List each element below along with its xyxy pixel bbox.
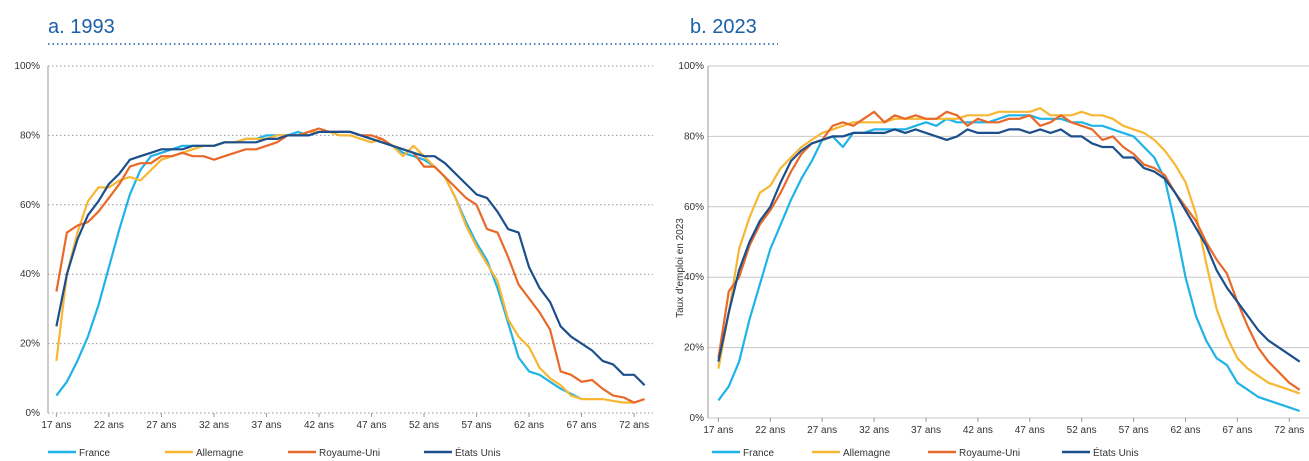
x-tick-label: 57 ans	[462, 420, 492, 431]
y-tick-label: 80%	[20, 130, 40, 141]
legend-label: France	[79, 448, 111, 459]
chart-title: b. 2023	[690, 16, 757, 38]
legend-label: États Unis	[1093, 446, 1139, 459]
y-tick-label: 100%	[14, 61, 40, 72]
x-tick-label: 52 ans	[1067, 425, 1097, 436]
x-tick-label: 27 ans	[146, 420, 176, 431]
x-tick-label: 47 ans	[1015, 425, 1045, 436]
y-tick-label: 80%	[684, 131, 704, 142]
y-tick-label: 0%	[26, 408, 41, 419]
x-tick-label: 22 ans	[94, 420, 124, 431]
x-tick-label: 22 ans	[755, 425, 785, 436]
y-tick-label: 60%	[20, 200, 40, 211]
x-tick-label: 17 ans	[703, 425, 733, 436]
legend-label: Royaume-Uni	[959, 448, 1020, 459]
series-line	[55, 127, 645, 404]
legend-label: Allemagne	[196, 448, 244, 459]
y-tick-label: 60%	[684, 202, 704, 213]
series-line	[55, 130, 635, 404]
y-tick-label: 20%	[684, 343, 704, 354]
y-tick-label: 40%	[20, 269, 40, 280]
y-tick-label: 40%	[684, 272, 704, 283]
series-line	[55, 130, 583, 401]
x-tick-label: 67 ans	[1222, 425, 1252, 436]
y-tick-label: 100%	[678, 61, 704, 72]
y-tick-label: 0%	[690, 413, 705, 424]
x-tick-label: 62 ans	[1170, 425, 1200, 436]
x-tick-label: 67 ans	[567, 420, 597, 431]
x-tick-label: 37 ans	[911, 425, 941, 436]
x-tick-label: 52 ans	[409, 420, 439, 431]
x-tick-label: 47 ans	[356, 420, 386, 431]
x-tick-label: 17 ans	[41, 420, 71, 431]
y-tick-label: 20%	[20, 339, 40, 350]
y-axis-label: Taux d'emploi en 2023	[675, 218, 686, 318]
legend-label: Royaume-Uni	[319, 448, 380, 459]
series-line	[717, 128, 1301, 363]
series-line	[717, 114, 1301, 413]
x-tick-label: 37 ans	[251, 420, 281, 431]
chart-title: a. 1993	[48, 16, 115, 38]
x-tick-label: 42 ans	[963, 425, 993, 436]
legend-label: France	[743, 448, 775, 459]
x-tick-label: 27 ans	[807, 425, 837, 436]
x-tick-label: 32 ans	[859, 425, 889, 436]
x-tick-label: 32 ans	[199, 420, 229, 431]
x-tick-label: 72 ans	[1274, 425, 1304, 436]
x-tick-label: 62 ans	[514, 420, 544, 431]
legend-label: Allemagne	[843, 448, 891, 459]
series-line	[717, 107, 1301, 395]
series-line	[55, 130, 646, 386]
legend-label: États Unis	[455, 446, 501, 459]
x-tick-label: 57 ans	[1119, 425, 1149, 436]
x-tick-label: 42 ans	[304, 420, 334, 431]
x-tick-label: 72 ans	[619, 420, 649, 431]
